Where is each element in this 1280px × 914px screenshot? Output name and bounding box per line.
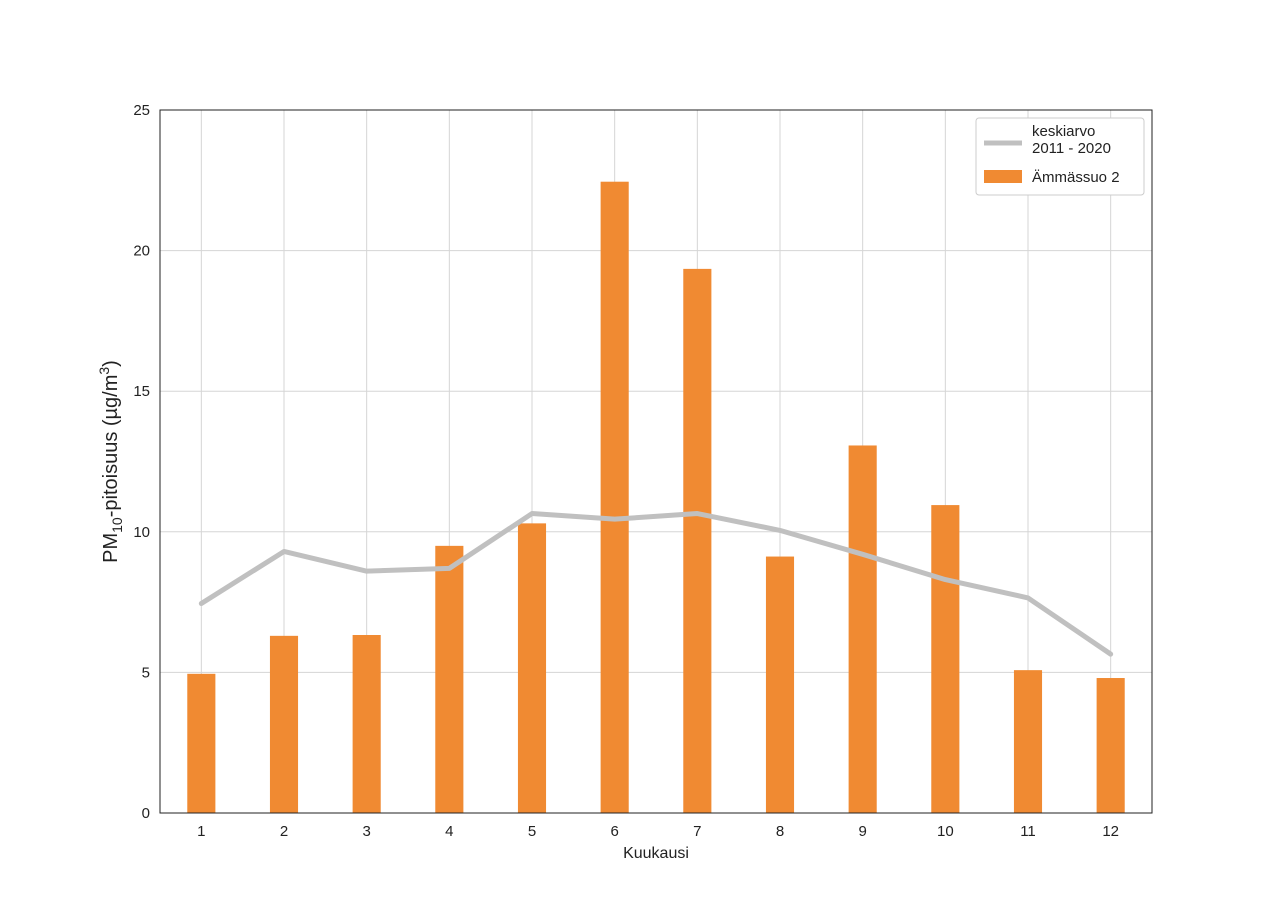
bar-month-11: [1013, 670, 1043, 813]
x-tick-label: 9: [858, 823, 866, 840]
y-tick-labels: 0 5 10 15 20 25: [133, 102, 150, 822]
x-tick-label: 10: [937, 823, 954, 840]
y-tick-label: 10: [133, 524, 150, 541]
bar-month-5: [517, 523, 547, 813]
y-label-prefix: PM: [100, 533, 122, 563]
legend-bar-label: Ämmässuo 2: [1032, 169, 1120, 186]
x-tick-label: 2: [280, 823, 288, 840]
legend-line-label-line: 2011 - 2020: [1032, 140, 1111, 157]
y-label-suffix: ): [100, 360, 122, 367]
x-axis-label: Kuukausi: [623, 845, 689, 862]
y-label-middle: -pitoisuus (µg/m: [100, 375, 122, 518]
average-line: [198, 511, 1114, 657]
bar-series: [187, 181, 1125, 813]
legend: keskiarvo 2011 - 2020 Ämmässuo 2: [975, 117, 1145, 196]
y-tick-label: 15: [133, 383, 150, 400]
y-axis-label: PM10-pitoisuus (µg/m3): [96, 360, 125, 563]
plot-frame: [159, 109, 1153, 814]
x-tick-label: 4: [445, 823, 453, 840]
bar-month-1: [187, 673, 216, 813]
x-tick-label: 3: [362, 823, 370, 840]
bar-month-8: [765, 556, 795, 813]
y-label-subscript: 10: [109, 517, 125, 533]
y-tick-label: 0: [142, 805, 150, 822]
legend-bar-swatch: [984, 170, 1022, 183]
bar-month-6: [600, 181, 629, 813]
x-tick-labels: 1 2 3 4 5 6 7 8 9 10 11 12: [197, 823, 1119, 840]
grid-lines: [160, 109, 1152, 814]
y-tick-label: 25: [133, 102, 150, 119]
y-tick-label: 20: [133, 243, 150, 260]
x-tick-label: 11: [1020, 823, 1036, 840]
legend-line-label-line: keskiarvo: [1032, 123, 1095, 140]
x-tick-label: 8: [776, 823, 784, 840]
bar-month-4: [435, 545, 464, 813]
bar-month-9: [848, 445, 877, 813]
x-tick-label: 7: [693, 823, 701, 840]
line-series: [198, 511, 1114, 657]
bar-month-2: [269, 635, 299, 813]
x-tick-label: 6: [610, 823, 618, 840]
bar-month-12: [1096, 678, 1125, 813]
x-tick-label: 12: [1102, 823, 1119, 840]
y-tick-label: 5: [142, 664, 150, 681]
y-label-superscript: 3: [96, 367, 112, 375]
bar-month-10: [931, 505, 960, 813]
x-tick-label: 5: [528, 823, 536, 840]
x-tick-label: 1: [197, 823, 205, 840]
legend-line-label: keskiarvo 2011 - 2020: [1032, 123, 1111, 157]
bar-month-3: [352, 635, 381, 813]
bar-month-7: [683, 268, 712, 813]
